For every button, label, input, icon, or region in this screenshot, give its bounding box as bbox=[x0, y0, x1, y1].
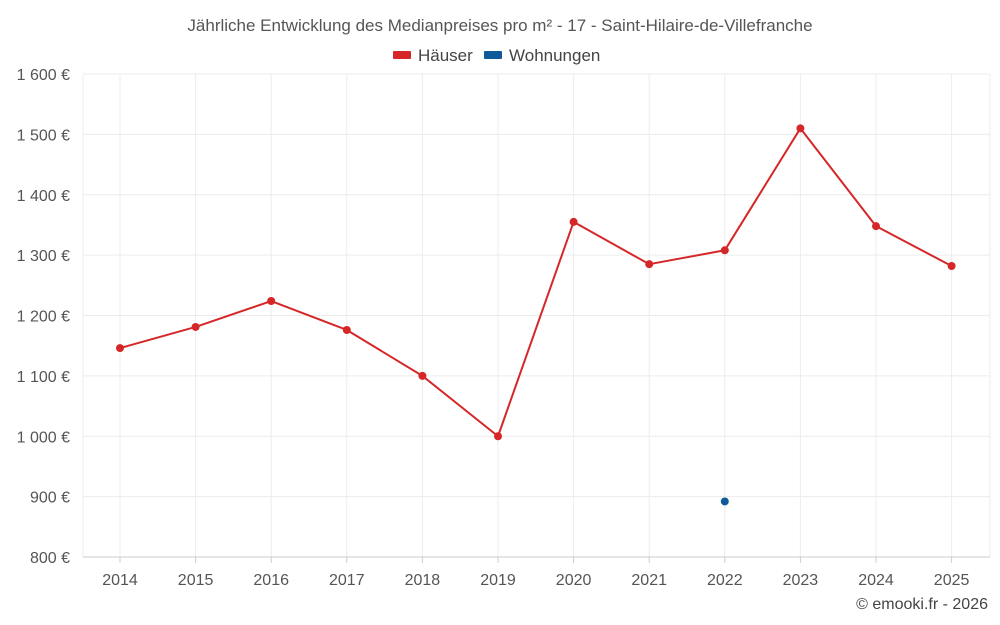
data-point-haeuser[interactable] bbox=[342, 325, 351, 334]
x-tick-label: 2020 bbox=[556, 572, 592, 589]
x-tick-label: 2014 bbox=[102, 572, 138, 589]
x-tick-label: 2022 bbox=[707, 572, 743, 589]
legend-swatch-haeuser bbox=[393, 51, 411, 59]
x-tick-label: 2021 bbox=[631, 572, 667, 589]
legend-swatch-wohnungen bbox=[484, 51, 502, 59]
y-tick-label: 800 € bbox=[30, 550, 70, 567]
x-tick-label: 2018 bbox=[405, 572, 441, 589]
x-gridlines bbox=[82, 74, 991, 557]
legend-item-haeuser[interactable]: Häuser bbox=[393, 46, 473, 65]
legend-label-wohnungen: Wohnungen bbox=[509, 46, 600, 65]
y-tick-label: 900 € bbox=[30, 490, 70, 507]
x-tick-label: 2024 bbox=[858, 572, 894, 589]
data-point-haeuser[interactable] bbox=[796, 124, 805, 133]
x-tick-label: 2016 bbox=[253, 572, 289, 589]
data-point-haeuser[interactable] bbox=[267, 297, 276, 306]
y-tick-label: 1 300 € bbox=[17, 248, 70, 265]
copyright-text: © emooki.fr - 2026 bbox=[856, 596, 988, 613]
legend-label-haeuser: Häuser bbox=[418, 46, 473, 65]
legend: Häuser Wohnungen bbox=[393, 46, 600, 65]
data-point-haeuser[interactable] bbox=[569, 217, 578, 226]
chart-title: Jährliche Entwicklung des Medianpreises … bbox=[187, 16, 812, 35]
x-tick-label: 2019 bbox=[480, 572, 516, 589]
data-point-haeuser[interactable] bbox=[720, 246, 729, 255]
data-point-haeuser[interactable] bbox=[494, 432, 502, 441]
legend-item-wohnungen[interactable]: Wohnungen bbox=[484, 46, 600, 65]
x-tick-label: 2017 bbox=[329, 572, 365, 589]
y-axis-ticks: 800 € 900 € 1 000 € 1 100 € 1 200 € 1 300 € 1 … bbox=[17, 67, 70, 567]
x-axis-ticks: 2014 2015 2016 2017 2018 2019 2020 2021 2022 2023… bbox=[102, 557, 969, 589]
series-points bbox=[116, 124, 956, 506]
x-tick-label: 2023 bbox=[783, 572, 819, 589]
data-point-haeuser[interactable] bbox=[645, 260, 654, 269]
y-tick-label: 1 500 € bbox=[17, 127, 70, 144]
x-tick-label: 2025 bbox=[934, 572, 970, 589]
data-point-wohnungen[interactable] bbox=[720, 497, 729, 506]
y-tick-label: 1 000 € bbox=[17, 429, 70, 446]
series-lines bbox=[119, 127, 953, 438]
data-point-haeuser[interactable] bbox=[191, 322, 200, 331]
data-point-haeuser[interactable] bbox=[872, 222, 880, 231]
y-tick-label: 1 200 € bbox=[17, 309, 70, 326]
x-tick-label: 2015 bbox=[178, 572, 214, 589]
data-point-haeuser[interactable] bbox=[418, 371, 427, 380]
y-tick-label: 1 100 € bbox=[17, 369, 70, 386]
y-gridlines bbox=[83, 73, 990, 498]
y-tick-label: 1 400 € bbox=[17, 188, 70, 205]
data-point-haeuser[interactable] bbox=[947, 261, 956, 270]
data-point-haeuser[interactable] bbox=[116, 344, 124, 353]
y-tick-label: 1 600 € bbox=[17, 67, 70, 84]
series-line-haeuser bbox=[119, 127, 953, 438]
